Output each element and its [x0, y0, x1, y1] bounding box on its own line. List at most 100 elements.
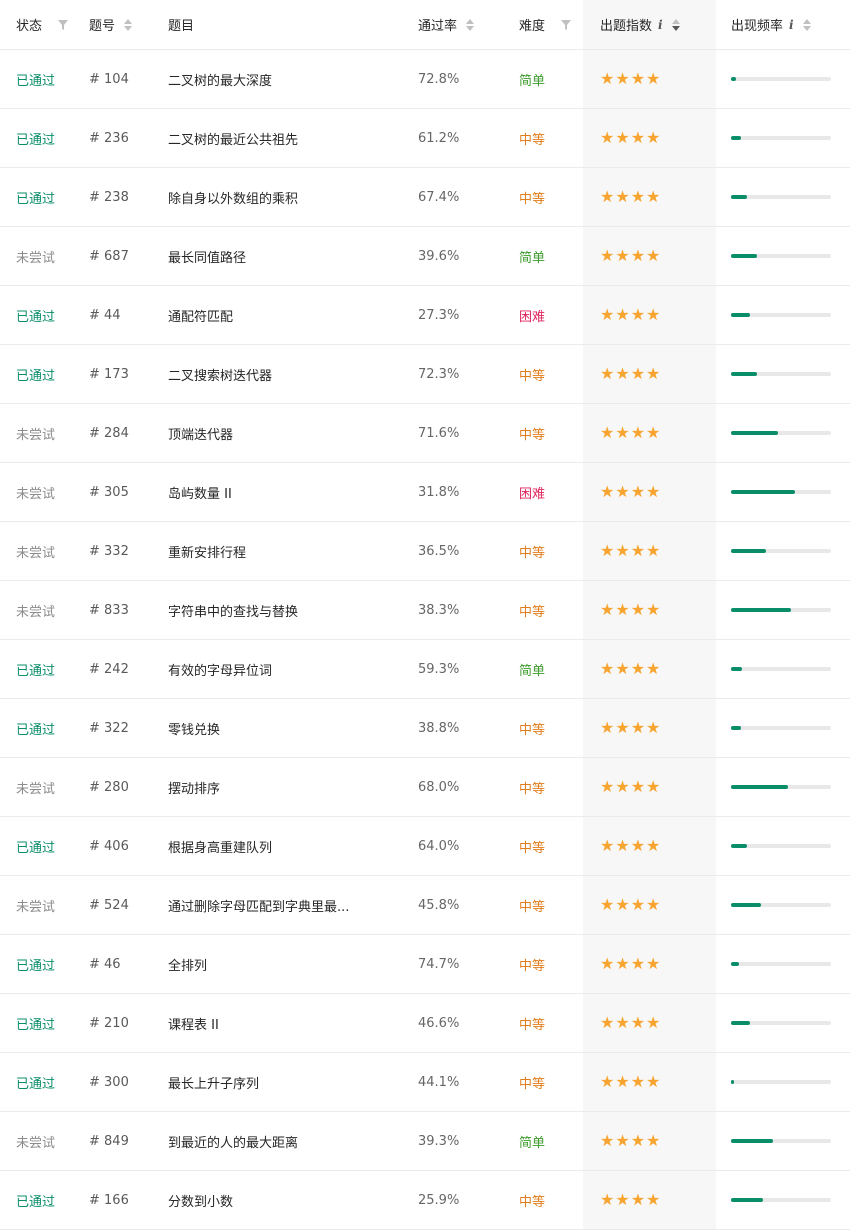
- difficulty-badge-text: 中等: [519, 427, 546, 443]
- problem-title-link-text[interactable]: 二叉树的最大深度: [168, 73, 273, 89]
- problem-title-link-text[interactable]: 全排列: [168, 958, 208, 974]
- status-cell: 已通过: [16, 994, 84, 1052]
- table-row[interactable]: 已通过 # 300 最长上升子序列 44.1% 中等 ★ ★ ★ ★: [0, 1053, 850, 1112]
- problem-title-link-text[interactable]: 通配符匹配: [168, 309, 234, 325]
- table-row[interactable]: 已通过 # 236 二叉树的最近公共祖先 61.2% 中等 ★ ★ ★ ★: [0, 109, 850, 168]
- header-status[interactable]: 状态: [16, 0, 84, 49]
- problem-title-link[interactable]: 除自身以外数组的乘积: [168, 168, 408, 226]
- sort-icon[interactable]: [671, 18, 680, 31]
- header-rate[interactable]: 通过率: [418, 0, 508, 49]
- filter-icon[interactable]: [561, 19, 572, 30]
- star-icon: ★: [630, 1131, 646, 1150]
- table-row[interactable]: 未尝试 # 524 通过删除字母匹配到字典里最... 45.8% 中等 ★ ★ ★ ★: [0, 876, 850, 935]
- table-row[interactable]: 未尝试 # 305 岛屿数量 II 31.8% 困难 ★ ★ ★ ★: [0, 463, 850, 522]
- frequency-track: [731, 667, 831, 671]
- problem-title-link[interactable]: 重新安排行程: [168, 522, 408, 580]
- problem-title-link[interactable]: 最长同值路径: [168, 227, 408, 285]
- problem-title-link-text[interactable]: 最长同值路径: [168, 250, 247, 266]
- difficulty-badge: 简单: [519, 640, 583, 698]
- table-row[interactable]: 未尝试 # 332 重新安排行程 36.5% 中等 ★ ★ ★ ★: [0, 522, 850, 581]
- problem-title-link-text[interactable]: 重新安排行程: [168, 545, 247, 561]
- star-icon: ★: [630, 364, 646, 383]
- star-icon: ★: [630, 1190, 646, 1209]
- pass-rate-text: 61.2%: [418, 130, 460, 146]
- problem-id: # 238: [89, 168, 164, 226]
- table-row[interactable]: 未尝试 # 833 字符串中的查找与替换 38.3% 中等 ★ ★ ★ ★: [0, 581, 850, 640]
- problem-title-link[interactable]: 全排列: [168, 935, 408, 993]
- status-cell-text: 已通过: [16, 73, 56, 89]
- frequency-fill: [731, 608, 791, 612]
- table-row[interactable]: 未尝试 # 687 最长同值路径 39.6% 简单 ★ ★ ★ ★: [0, 227, 850, 286]
- problem-title-link[interactable]: 课程表 II: [168, 994, 408, 1052]
- status-cell: 已通过: [16, 935, 84, 993]
- problem-title-link[interactable]: 通配符匹配: [168, 286, 408, 344]
- table-row[interactable]: 未尝试 # 849 到最近的人的最大距离 39.3% 简单 ★ ★ ★ ★: [0, 1112, 850, 1171]
- table-row[interactable]: 未尝试 # 280 摆动排序 68.0% 中等 ★ ★ ★ ★: [0, 758, 850, 817]
- problem-id-text: # 305: [89, 484, 129, 500]
- problem-title-link-text[interactable]: 分数到小数: [168, 1194, 234, 1210]
- table-row[interactable]: 已通过 # 166 分数到小数 25.9% 中等 ★ ★ ★ ★: [0, 1171, 850, 1230]
- problem-title-link[interactable]: 到最近的人的最大距离: [168, 1112, 408, 1170]
- table-row[interactable]: 已通过 # 322 零钱兑换 38.8% 中等 ★ ★ ★ ★: [0, 699, 850, 758]
- sort-icon[interactable]: [124, 18, 133, 31]
- sort-icon[interactable]: [466, 18, 475, 31]
- problem-title-link[interactable]: 二叉树的最大深度: [168, 50, 408, 108]
- pass-rate: 25.9%: [418, 1171, 508, 1229]
- problem-title-link[interactable]: 分数到小数: [168, 1171, 408, 1229]
- problem-title-link[interactable]: 二叉搜索树迭代器: [168, 345, 408, 403]
- header-id[interactable]: 题号: [89, 0, 164, 49]
- problem-title-link-text[interactable]: 到最近的人的最大距离: [168, 1135, 299, 1151]
- problem-title-link-text[interactable]: 二叉树的最近公共祖先: [168, 132, 299, 148]
- problem-title-link-text[interactable]: 除自身以外数组的乘积: [168, 191, 299, 207]
- frequency-fill: [731, 1080, 734, 1084]
- problem-title-link[interactable]: 最长上升子序列: [168, 1053, 408, 1111]
- problem-title-link[interactable]: 摆动排序: [168, 758, 408, 816]
- frequency-track: [731, 1080, 831, 1084]
- frequency-fill: [731, 1139, 773, 1143]
- table-row[interactable]: 已通过 # 44 通配符匹配 27.3% 困难 ★ ★ ★ ★: [0, 286, 850, 345]
- problem-title-link-text[interactable]: 摆动排序: [168, 781, 221, 797]
- problem-title-link-text[interactable]: 通过删除字母匹配到字典里最...: [168, 899, 350, 915]
- problem-title-link-text[interactable]: 零钱兑换: [168, 722, 221, 738]
- star-icon: ★: [600, 1013, 615, 1032]
- problem-title-link[interactable]: 顶端迭代器: [168, 404, 408, 462]
- table-row[interactable]: 已通过 # 238 除自身以外数组的乘积 67.4% 中等 ★ ★ ★ ★: [0, 168, 850, 227]
- filter-icon[interactable]: [58, 19, 69, 30]
- problem-title-link[interactable]: 根据身高重建队列: [168, 817, 408, 875]
- problem-title-link-text[interactable]: 字符串中的查找与替换: [168, 604, 299, 620]
- freq-index-stars: ★ ★ ★ ★: [583, 994, 716, 1052]
- problem-title-link-text[interactable]: 课程表 II: [168, 1017, 219, 1033]
- sort-icon[interactable]: [802, 18, 811, 31]
- problem-title-link[interactable]: 通过删除字母匹配到字典里最...: [168, 876, 408, 934]
- problem-title-link[interactable]: 岛屿数量 II: [168, 463, 408, 521]
- problem-title-link-text[interactable]: 根据身高重建队列: [168, 840, 273, 856]
- table-row[interactable]: 已通过 # 104 二叉树的最大深度 72.8% 简单 ★ ★ ★ ★: [0, 50, 850, 109]
- frequency-bar: [731, 581, 841, 639]
- star-icon: ★: [646, 718, 661, 737]
- problem-title-link[interactable]: 零钱兑换: [168, 699, 408, 757]
- table-row[interactable]: 未尝试 # 284 顶端迭代器 71.6% 中等 ★ ★ ★ ★: [0, 404, 850, 463]
- problem-title-link-text[interactable]: 岛屿数量 II: [168, 486, 232, 502]
- info-icon[interactable]: i: [658, 17, 663, 32]
- problem-title-link-text[interactable]: 顶端迭代器: [168, 427, 234, 443]
- header-frequency[interactable]: 出现频率 i: [731, 0, 841, 49]
- header-difficulty[interactable]: 难度: [519, 0, 583, 49]
- star-icon: ★: [646, 364, 661, 383]
- info-icon[interactable]: i: [789, 17, 794, 32]
- problem-title-link[interactable]: 有效的字母异位词: [168, 640, 408, 698]
- problem-title-link-text[interactable]: 二叉搜索树迭代器: [168, 368, 273, 384]
- star-icon: ★: [630, 600, 646, 619]
- table-row[interactable]: 已通过 # 242 有效的字母异位词 59.3% 简单 ★ ★ ★ ★: [0, 640, 850, 699]
- problem-title-link[interactable]: 二叉树的最近公共祖先: [168, 109, 408, 167]
- difficulty-badge: 中等: [519, 1171, 583, 1229]
- table-row[interactable]: 已通过 # 173 二叉搜索树迭代器 72.3% 中等 ★ ★ ★ ★: [0, 345, 850, 404]
- header-freq-index[interactable]: 出题指数 i: [583, 0, 716, 49]
- problem-id: # 833: [89, 581, 164, 639]
- problem-title-link-text[interactable]: 最长上升子序列: [168, 1076, 260, 1092]
- problem-title-link-text[interactable]: 有效的字母异位词: [168, 663, 273, 679]
- table-row[interactable]: 已通过 # 210 课程表 II 46.6% 中等 ★ ★ ★ ★: [0, 994, 850, 1053]
- table-row[interactable]: 已通过 # 406 根据身高重建队列 64.0% 中等 ★ ★ ★ ★: [0, 817, 850, 876]
- table-row[interactable]: 已通过 # 46 全排列 74.7% 中等 ★ ★ ★ ★: [0, 935, 850, 994]
- problem-title-link[interactable]: 字符串中的查找与替换: [168, 581, 408, 639]
- frequency-track: [731, 608, 831, 612]
